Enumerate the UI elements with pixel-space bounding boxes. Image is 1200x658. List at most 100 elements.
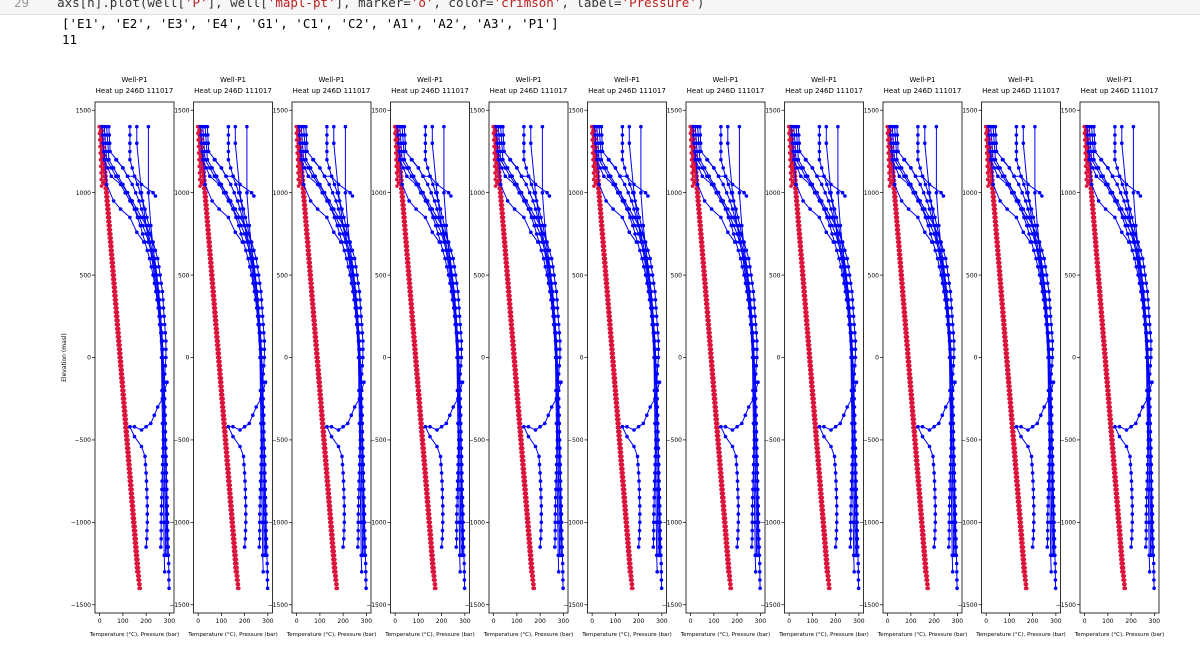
temperature-data-point [453, 322, 457, 327]
temperature-data-point [241, 454, 246, 459]
pressure-data-point [394, 177, 399, 182]
temperature-data-point [346, 223, 350, 228]
temperature-data-point [243, 479, 247, 483]
temperature-data-point [539, 487, 543, 492]
temperature-data-point [435, 182, 439, 187]
temperature-data-point [242, 471, 247, 475]
pressure-data-point [307, 260, 312, 265]
temperature-data-point [137, 199, 141, 203]
panel-subtitle: Heat up 246D 111017 [490, 87, 568, 95]
temperature-data-point [107, 133, 112, 137]
pressure-data-point [414, 368, 419, 372]
pressure-data-point [109, 240, 113, 244]
pressure-data-point [410, 318, 415, 323]
temperature-data-point [649, 265, 654, 269]
pressure-data-point [504, 260, 509, 265]
pressure-data-point [493, 177, 498, 182]
y-tick-label: 500 [277, 272, 289, 279]
temperature-data-point [414, 207, 418, 211]
temperature-data-point [149, 265, 154, 269]
temperature-data-point [341, 545, 345, 549]
pressure-data-point [205, 211, 209, 216]
pressure-data-point [304, 219, 308, 224]
temperature-data-point [423, 141, 428, 145]
pressure-data-point [503, 244, 507, 248]
temperature-data-point [145, 487, 149, 492]
temperature-data-point [501, 157, 505, 162]
pressure-data-point [499, 190, 503, 195]
pressure-data-point [324, 475, 329, 479]
temperature-data-point [356, 512, 361, 516]
pressure-data-point [306, 248, 311, 253]
pressure-data-point [623, 508, 627, 512]
temperature-data-point [144, 471, 148, 475]
pressure-data-point [626, 545, 630, 549]
temperature-data-point [244, 512, 248, 516]
pressure-data-point [125, 450, 130, 455]
temperature-data-point [536, 240, 540, 244]
temperature-data-point [304, 133, 309, 137]
temperature-data-point [407, 199, 411, 203]
y-tick-label: 0 [186, 355, 190, 362]
temperature-data-point [403, 141, 408, 145]
pressure-data-point [209, 265, 214, 269]
pressure-data-point [407, 277, 412, 282]
pressure-data-point [415, 376, 420, 380]
pressure-data-point [302, 195, 306, 199]
temperature-data-point [118, 207, 123, 211]
pressure-data-point [224, 450, 228, 455]
temperature-data-point [457, 553, 462, 558]
pressure-data-point [526, 537, 531, 541]
y-tick-label: 1000 [371, 190, 386, 197]
pressure-data-point [135, 574, 140, 578]
pressure-data-point [317, 388, 322, 393]
temperature-data-point [529, 182, 534, 187]
y-tick-label: 500 [80, 272, 92, 279]
y-tick-label: −1000 [71, 520, 91, 527]
temperature-data-point [396, 141, 401, 145]
temperature-data-point [494, 133, 499, 137]
temperature-data-point [354, 322, 359, 327]
temperature-data-point [144, 424, 148, 429]
temperature-data-point [336, 190, 341, 195]
temperature-data-point [226, 424, 231, 429]
temperature-data-point [349, 413, 354, 418]
temperature-data-point [301, 182, 306, 187]
temperature-data-point [456, 471, 460, 475]
temperature-data-point [145, 495, 149, 500]
temperature-data-point [330, 190, 335, 195]
temperature-data-point [128, 157, 132, 162]
temperature-data-point [456, 396, 460, 401]
pressure-data-point [395, 184, 399, 188]
temperature-data-point [199, 133, 203, 137]
temperature-data-point [125, 190, 130, 195]
pressure-data-point [601, 244, 606, 248]
pressure-data-point [615, 417, 620, 422]
temperature-data-point [308, 199, 313, 203]
pressure-data-point [604, 281, 609, 286]
temperature-series-line [312, 159, 353, 197]
temperature-data-point [342, 215, 346, 220]
code-cell[interactable]: 29 axs[n].plot(well['P'], well['mapl-pt']… [0, 0, 1200, 15]
temperature-data-point [135, 230, 139, 234]
pressure-data-point [600, 232, 605, 236]
pressure-data-point [512, 363, 517, 368]
pressure-data-point [317, 380, 321, 385]
temperature-data-point [107, 157, 111, 162]
output-count-line: 11 [62, 32, 78, 47]
pressure-data-point [614, 396, 618, 401]
temperature-data-point [199, 141, 204, 145]
pressure-data-point [128, 487, 133, 492]
temperature-data-point [653, 396, 657, 401]
pressure-data-point [504, 252, 508, 257]
pressure-data-point [414, 359, 418, 364]
pressure-data-point [216, 351, 220, 356]
temperature-data-point [164, 479, 168, 483]
temperature-data-point [144, 479, 149, 483]
temperature-data-point [551, 322, 556, 327]
pressure-data-point [618, 454, 623, 459]
pressure-data-point [114, 306, 118, 310]
temperature-data-point [161, 298, 165, 302]
temperature-data-point [144, 223, 148, 228]
